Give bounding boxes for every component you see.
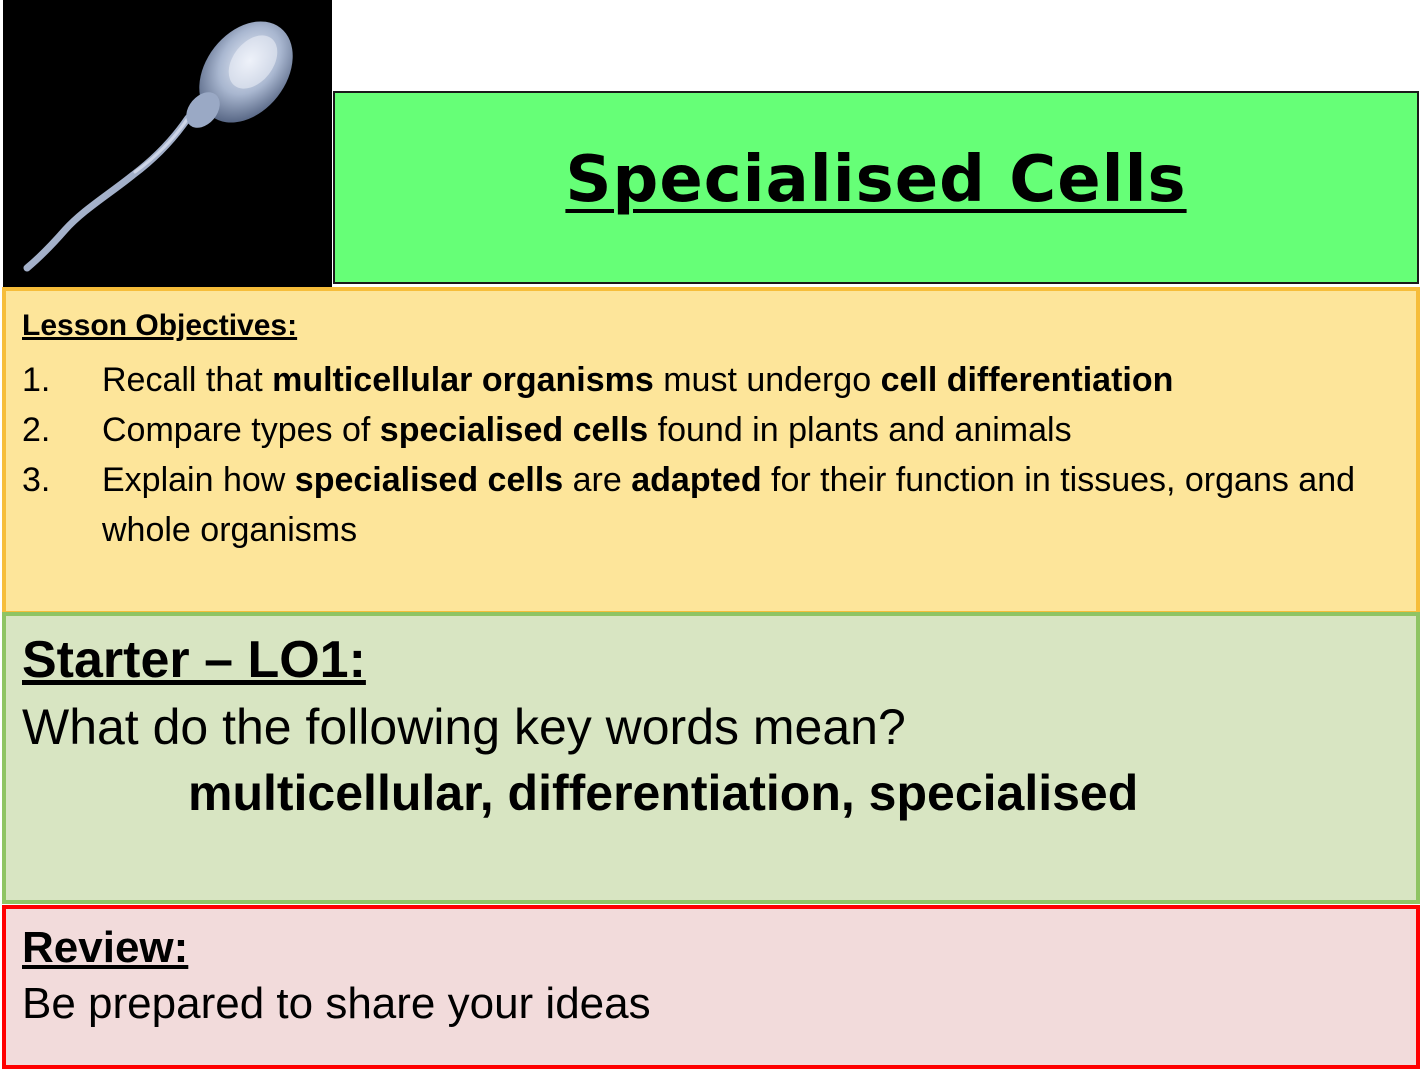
objective-text-part: are — [563, 461, 632, 499]
objective-text: Explain how specialised cells are adapte… — [102, 455, 1396, 555]
starter-question: What do the following key words mean? — [22, 699, 906, 755]
objective-item: 2. Compare types of specialised cells fou… — [22, 405, 1396, 455]
objective-text-part: for their function in tissues, organs an… — [102, 461, 1356, 549]
objective-keyword: multicellular organisms — [272, 361, 654, 399]
page-title: Specialised Cells — [565, 142, 1187, 217]
objective-number: 1. — [22, 361, 51, 399]
starter-panel: Starter – LO1: What do the following key… — [2, 612, 1420, 904]
review-panel: Review: Be prepared to share your ideas — [2, 905, 1420, 1069]
title-banner: Specialised Cells — [333, 91, 1419, 284]
objective-text-part: Compare types of — [102, 411, 380, 449]
objective-text: Compare types of specialised cells found… — [102, 405, 1396, 455]
objective-text: Recall that multicellular organisms must… — [102, 355, 1396, 405]
objective-keyword: specialised cells — [294, 461, 564, 499]
objective-keyword: adapted — [631, 461, 762, 499]
objective-text-part: Explain how — [102, 461, 295, 499]
review-text: Be prepared to share your ideas — [22, 979, 651, 1028]
objective-text-part: found in plants and animals — [648, 411, 1072, 449]
starter-keywords: multicellular, differentiation, speciali… — [188, 765, 1139, 821]
objective-number: 3. — [22, 461, 51, 499]
review-heading: Review: — [22, 923, 189, 972]
objective-item: 1. Recall that multicellular organisms mu… — [22, 355, 1396, 405]
objective-text-part: must undergo — [653, 361, 881, 399]
starter-heading: Starter – LO1: — [22, 631, 366, 689]
objective-keyword: cell differentiation — [880, 361, 1174, 399]
objectives-heading: Lesson Objectives: — [22, 309, 298, 342]
objective-number: 2. — [22, 411, 51, 449]
objective-item: 3. Explain how specialised cells are adap… — [22, 455, 1396, 555]
objective-text-part: Recall that — [102, 361, 273, 399]
objectives-list: 1. Recall that multicellular organisms mu… — [22, 355, 1396, 555]
sperm-cell-image — [3, 0, 332, 287]
objective-keyword: specialised cells — [379, 411, 649, 449]
lesson-objectives-panel: Lesson Objectives: 1. Recall that multice… — [2, 287, 1420, 615]
